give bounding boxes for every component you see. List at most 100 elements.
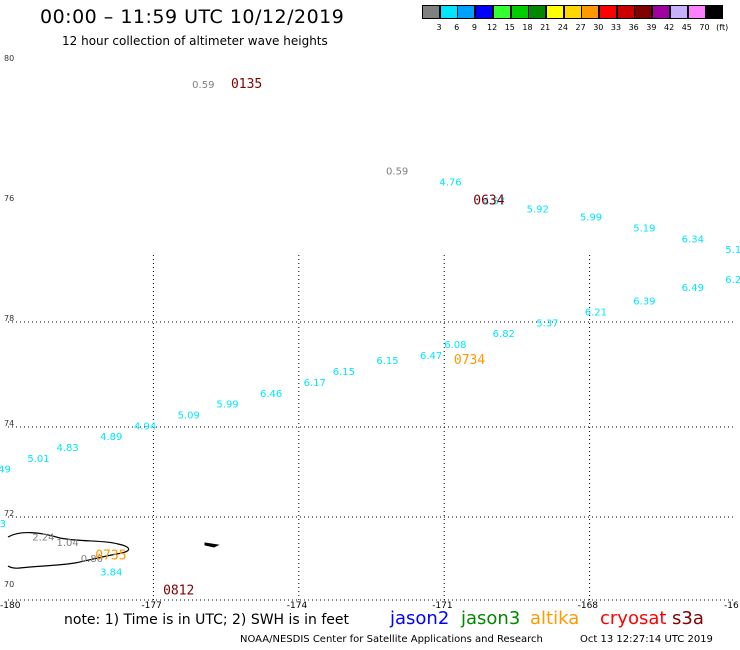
legend-swatch-label: 45 — [681, 23, 692, 32]
legend-swatch-label: 70 — [699, 23, 710, 32]
wave-height-value: 4.94 — [134, 421, 156, 432]
islet-coastline — [204, 542, 220, 548]
wave-height-value: 6.47 — [420, 351, 442, 362]
legend-swatch-label: (ft) — [716, 23, 729, 32]
longitude-label: -180 — [0, 601, 21, 611]
legend-swatch — [652, 5, 671, 19]
legend-swatch — [687, 5, 706, 19]
wave-height-labels: 0.590.594.764.575.925.995.196.345.136.06… — [0, 77, 740, 599]
pass-time-label: 0734 — [454, 353, 485, 368]
legend-swatch-label: 39 — [646, 23, 657, 32]
wave-height-value: 6.46 — [260, 389, 282, 400]
satellite-name: jason2 — [390, 608, 450, 629]
legend-swatch — [563, 5, 582, 19]
satellite-name: jason3 — [461, 608, 521, 629]
legend-swatch-label: 18 — [522, 23, 533, 32]
legend-swatch-label: 36 — [628, 23, 639, 32]
wave-height-value: 4.83 — [56, 443, 78, 454]
wave-height-value: 5.37 — [536, 318, 558, 329]
wave-height-value: 5.99 — [216, 400, 238, 411]
satellite-name: cryosat — [600, 608, 667, 629]
latitude-label: 78 — [4, 314, 15, 323]
legend-swatch-label: 21 — [540, 23, 551, 32]
timestamp: Oct 13 12:27:14 UTC 2019 — [580, 634, 713, 645]
wave-height-value: 5.09 — [178, 410, 200, 421]
latitude-label: 80 — [4, 54, 15, 63]
island-coastline — [7, 532, 130, 569]
legend-swatch — [475, 5, 494, 19]
wave-height-value: 5.92 — [527, 204, 549, 215]
footer-note: note: 1) Time is in UTC; 2) SWH is in fe… — [64, 612, 350, 628]
wave-height-value: 5.01 — [27, 454, 49, 465]
longitude-label: -171 — [432, 601, 453, 611]
legend-swatch — [439, 5, 458, 19]
wave-height-value: 0.59 — [192, 80, 214, 91]
legend-swatch — [616, 5, 635, 19]
longitude-label: -16 — [724, 601, 739, 611]
graticule — [8, 255, 735, 601]
wave-height-value: 2.03 — [0, 519, 6, 530]
legend-swatch — [669, 5, 688, 19]
legend-swatch — [705, 5, 724, 19]
wave-height-value: 1.04 — [56, 538, 78, 549]
legend-swatch — [599, 5, 617, 19]
legend-swatch-label: 6 — [454, 23, 460, 32]
longitude-label: -177 — [141, 601, 162, 611]
latitude-label: 70 — [4, 580, 15, 589]
coastline — [7, 532, 220, 569]
wave-height-value: 6.39 — [633, 297, 655, 308]
legend-swatch-label: 9 — [471, 23, 477, 32]
wave-height-value: 6.82 — [493, 329, 515, 340]
longitude-label: -168 — [577, 601, 599, 611]
wave-height-value: 6.34 — [682, 234, 704, 245]
legend-swatch — [492, 5, 511, 19]
latitude-label: 76 — [4, 194, 15, 203]
wave-height-value: 6.15 — [333, 367, 355, 378]
pass-time-label: 0812 — [163, 584, 194, 599]
page-title: 00:00 – 11:59 UTC 10/12/2019 — [40, 6, 345, 28]
legend-swatch — [528, 5, 547, 19]
wave-height-value: 5.19 — [633, 223, 655, 234]
legend-swatch-label: 30 — [593, 23, 604, 32]
latitude-label: 74 — [4, 419, 15, 428]
legend-swatch-label: 27 — [575, 23, 586, 32]
wave-height-value: 0.80 — [81, 554, 103, 565]
wave-height-value: 6.21 — [585, 307, 607, 318]
legend-swatch — [457, 5, 476, 19]
wave-height-value: 6.15 — [376, 356, 398, 367]
legend-swatch-label: 42 — [664, 23, 675, 32]
legend-swatch — [510, 5, 529, 19]
wave-height-value: 5.99 — [580, 213, 602, 224]
wave-height-value: 6.08 — [444, 340, 466, 351]
wave-height-value: 0.59 — [386, 167, 408, 178]
wave-height-value: 3.84 — [100, 568, 122, 579]
legend-swatch-label: 15 — [504, 23, 515, 32]
wave-height-value: 6.27 — [725, 275, 740, 286]
pass-time-label: 0735 — [95, 548, 126, 563]
page-subtitle: 12 hour collection of altimeter wave hei… — [62, 34, 328, 48]
pass-time-label: 0634 — [473, 193, 504, 208]
wave-height-value: 2.24 — [32, 532, 54, 543]
legend-swatch — [422, 5, 440, 19]
wave-height-value: 4.89 — [100, 432, 122, 443]
wave-height-value: 6.17 — [304, 378, 326, 389]
legend-swatch-label: 33 — [610, 23, 622, 32]
wave-height-value: 4.76 — [439, 177, 461, 188]
wave-height-value: 4.49 — [0, 465, 11, 476]
legend-swatch-label: 24 — [557, 23, 568, 32]
legend-swatch — [634, 5, 653, 19]
satellite-name: s3a — [672, 608, 704, 629]
wave-height-value: 5.13 — [725, 245, 740, 256]
credit-line: NOAA/NESDIS Center for Satellite Applica… — [240, 634, 543, 645]
wave-height-value: 6.49 — [682, 283, 704, 294]
wave-height-value: 4.57 — [483, 196, 505, 207]
legend-swatch-label: 12 — [487, 23, 498, 32]
satellite-name: altika — [530, 608, 580, 629]
legend-swatch — [545, 5, 564, 19]
legend-swatch — [581, 5, 600, 19]
legend-swatch-label: 3 — [436, 23, 442, 32]
longitude-label: -174 — [286, 601, 308, 611]
latitude-label: 72 — [4, 509, 15, 518]
pass-time-label: 0135 — [231, 77, 262, 92]
